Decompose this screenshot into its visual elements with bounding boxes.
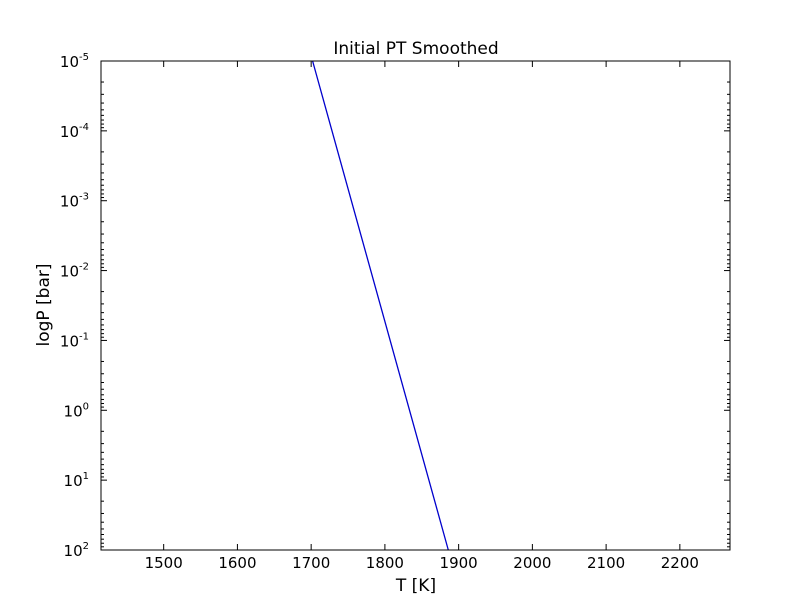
series-layer — [311, 60, 449, 551]
y-tick-base: 10 — [60, 123, 79, 141]
y-tick-label: 10-5 — [60, 52, 89, 71]
y-tick-label: 102 — [64, 541, 89, 560]
y-tick-label: 101 — [64, 471, 89, 490]
x-axis-label: T [K] — [395, 576, 436, 596]
plot-area — [101, 61, 730, 550]
y-axis-label: logP [bar] — [34, 263, 54, 346]
x-tick-label: 2000 — [513, 554, 551, 572]
y-tick-exponent: 1 — [83, 471, 89, 482]
plot-frame — [100, 60, 731, 551]
y-tick-exponent: -1 — [79, 331, 89, 342]
y-tick-base: 10 — [64, 472, 83, 490]
y-tick-label: 100 — [64, 401, 89, 420]
x-tick-label: 1900 — [440, 554, 478, 572]
y-tick-label: 10-4 — [60, 122, 89, 141]
y-tick-base: 10 — [60, 53, 79, 71]
plot-background — [101, 61, 730, 550]
x-tick-label: 1600 — [218, 554, 256, 572]
y-tick-exponent: -4 — [79, 122, 89, 133]
y-tick-exponent: 2 — [83, 541, 89, 552]
x-axis-ticks: 1500 1600 1700 1800 1900 2000 2100 2200 — [145, 61, 699, 572]
chart-title: Initial PT Smoothed — [333, 39, 498, 59]
y-tick-label: 10-1 — [60, 331, 89, 350]
x-tick-label: 1700 — [292, 554, 330, 572]
x-tick-label: 1500 — [145, 554, 183, 572]
y-tick-exponent: 0 — [83, 401, 89, 412]
y-tick-label: 10-3 — [60, 192, 89, 211]
x-tick-label: 1800 — [366, 554, 404, 572]
x-tick-label: 2200 — [661, 554, 699, 572]
y-tick-base: 10 — [60, 263, 79, 281]
y-tick-base: 10 — [60, 193, 79, 211]
y-tick-base: 10 — [64, 542, 83, 560]
y-tick-base: 10 — [60, 332, 79, 350]
x-tick-label: 2100 — [587, 554, 625, 572]
y-tick-base: 10 — [64, 402, 83, 420]
series-line — [311, 60, 449, 551]
y-tick-exponent: -5 — [79, 52, 89, 63]
y-tick-exponent: -3 — [79, 192, 89, 203]
y-tick-exponent: -2 — [79, 262, 89, 273]
y-tick-label: 10-2 — [60, 262, 89, 281]
